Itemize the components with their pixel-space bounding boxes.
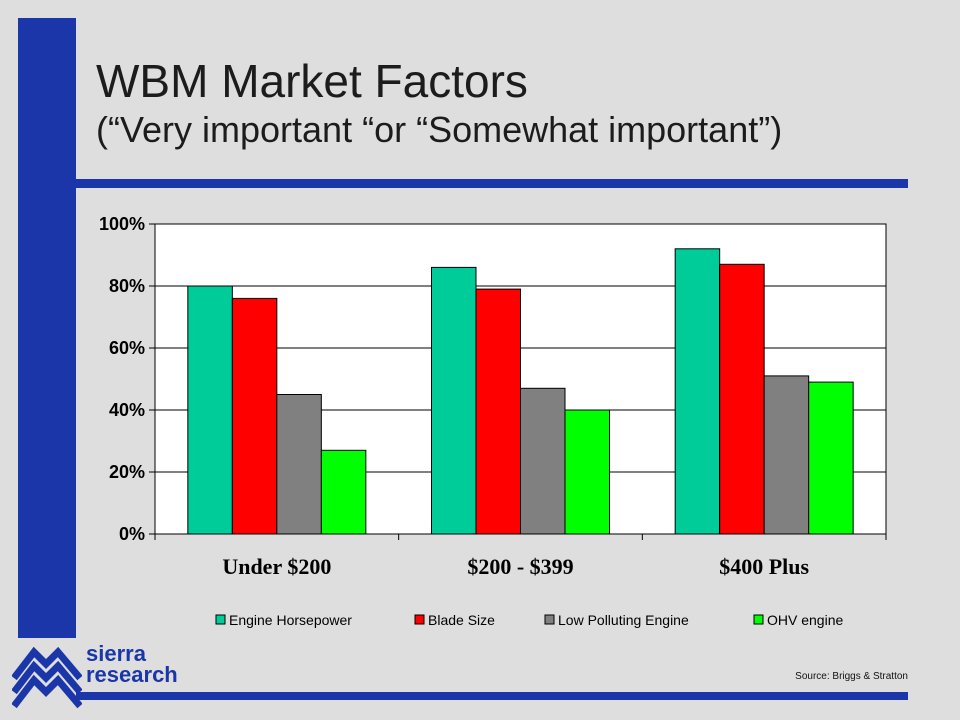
- legend-swatch: [215, 614, 226, 625]
- category-label: $200 - $399: [467, 554, 573, 579]
- legend-label: Blade Size: [428, 612, 495, 628]
- y-tick-label: 40%: [109, 400, 145, 420]
- bar: [808, 381, 854, 535]
- page-subtitle: (“Very important “or “Somewhat important…: [96, 109, 783, 150]
- bar: [231, 297, 278, 535]
- y-tick-label: 60%: [109, 338, 145, 358]
- bar: [431, 266, 477, 535]
- bar: [520, 387, 566, 535]
- y-tick-label: 20%: [109, 462, 145, 482]
- y-tick-label: 0%: [119, 524, 145, 544]
- y-tick-labels: 0% 20% 40% 60% 80% 100%: [99, 214, 145, 544]
- legend-swatch: [544, 614, 555, 625]
- left-accent-bar: [18, 18, 76, 638]
- bar: [475, 288, 521, 535]
- legend: Engine Horsepower Blade Size Low Polluting…: [215, 612, 843, 628]
- bar: [564, 409, 610, 535]
- legend-label: Low Polluting Engine: [558, 612, 689, 628]
- bars: [187, 248, 854, 535]
- category-label: Under $200: [222, 554, 331, 579]
- y-tick-label: 80%: [109, 276, 145, 296]
- bar: [187, 285, 233, 535]
- legend-label: Engine Horsepower: [229, 612, 352, 628]
- bar: [719, 263, 765, 535]
- page-title: WBM Market Factors: [96, 55, 528, 107]
- legend-label: OHV engine: [767, 612, 843, 628]
- logo-text-sierra: sierra: [86, 641, 146, 666]
- logo-text-research: research: [86, 662, 178, 687]
- axes: [149, 223, 887, 540]
- source-note: Source: Briggs & Stratton: [795, 671, 908, 682]
- y-tick-label: 100%: [99, 214, 145, 234]
- bar: [674, 248, 721, 535]
- category-labels: Under $200 $200 - $399 $400 Plus: [222, 554, 809, 579]
- category-label: $400 Plus: [719, 554, 809, 579]
- title-divider: [76, 179, 908, 188]
- bar: [763, 375, 810, 535]
- legend-swatch: [753, 614, 764, 625]
- bar: [320, 449, 367, 535]
- legend-swatch: [414, 614, 425, 625]
- bar: [276, 394, 322, 535]
- mountain-logo-icon: [12, 646, 82, 709]
- footer-divider: [76, 692, 908, 700]
